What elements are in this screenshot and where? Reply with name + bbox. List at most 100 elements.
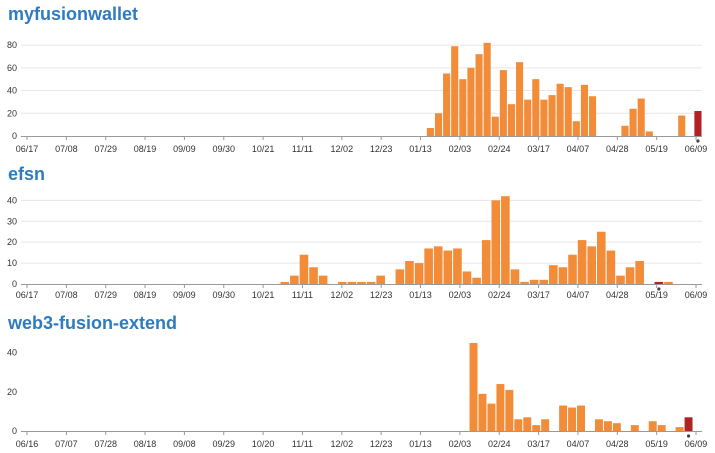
bar — [487, 403, 496, 431]
bar — [426, 128, 434, 136]
bar — [405, 261, 414, 284]
y-tick-label: 20 — [7, 387, 17, 397]
x-tick-label: 01/13 — [409, 144, 432, 154]
bar — [357, 281, 366, 284]
x-tick-label: 06/16 — [16, 439, 39, 449]
bar — [451, 46, 459, 136]
x-tick-label: 05/19 — [645, 290, 668, 300]
chart-panel-1: efsn 0 10 20 30 40 06/17 07/08 07/29 08/19 09/09 0… — [0, 164, 715, 304]
x-tick-label: 02/24 — [488, 290, 511, 300]
bar — [603, 421, 612, 431]
y-tick-label: 40 — [7, 86, 17, 96]
bar — [453, 248, 462, 284]
x-tick-label: 02/24 — [488, 439, 511, 449]
x-tick-label: 11/11 — [292, 439, 313, 449]
bar — [539, 279, 549, 284]
x-tick-label: 04/28 — [606, 290, 629, 300]
bar — [684, 417, 693, 431]
x-tick-label: 03/17 — [527, 439, 550, 449]
bar — [491, 200, 501, 284]
bar — [472, 277, 481, 284]
chart-panel-0: myfusionwallet 0 20 40 60 80 06/17 07/08 07/29 0… — [0, 4, 715, 156]
y-tick-label: 0 — [12, 131, 17, 141]
x-tick-label: 01/13 — [409, 439, 432, 449]
chart-panel-2: web3-fusion-extend 0 20 40 06/16 07/07 07/28 0… — [0, 313, 715, 453]
bar — [587, 246, 596, 284]
chart-title-0[interactable]: myfusionwallet — [8, 4, 139, 24]
x-tick-label: 04/28 — [606, 439, 629, 449]
bar — [338, 281, 347, 284]
y-tick-label: 30 — [7, 216, 17, 226]
bar — [524, 99, 532, 136]
bar — [434, 113, 443, 136]
x-tick-label: 10/21 — [252, 144, 275, 154]
bar — [496, 384, 505, 431]
bar — [664, 281, 673, 284]
bar — [635, 261, 644, 284]
bar — [548, 95, 556, 136]
bar — [347, 281, 357, 284]
y-tick-label: 80 — [7, 40, 17, 50]
bar — [280, 281, 290, 284]
bar — [475, 54, 483, 136]
bar — [594, 419, 603, 431]
x-tick-label: 08/19 — [134, 290, 157, 300]
bar — [376, 275, 385, 284]
x-tick-label: 12/02 — [331, 290, 354, 300]
bar — [556, 83, 564, 136]
x-tick-label: 01/13 — [409, 290, 432, 300]
bar-chart-0: 0 20 40 60 80 06/17 07/08 07/29 08/19 09/09 09/30 1… — [7, 40, 708, 154]
chart-title-1[interactable]: efsn — [8, 164, 46, 184]
bar-chart-2: 0 20 40 06/16 07/07 07/28 08/18 09/08 09/29 10/20… — [7, 342, 707, 449]
x-tick-label: 07/28 — [94, 439, 117, 449]
bar — [559, 405, 568, 431]
current-period-marker — [696, 139, 700, 143]
chart-title-2[interactable]: web3-fusion-extend — [8, 313, 178, 333]
x-tick-label: 11/11 — [292, 144, 313, 154]
bar — [616, 275, 625, 284]
x-tick-label: 06/09 — [685, 144, 708, 154]
bar — [443, 73, 451, 136]
bar — [433, 246, 443, 284]
current-period-marker — [686, 434, 691, 438]
bar — [577, 405, 586, 431]
bar — [568, 407, 577, 431]
bar — [478, 393, 487, 431]
bar-chart-1: 0 10 20 30 40 06/17 07/08 07/29 08/19 09/09 09/30 1… — [7, 195, 707, 300]
bar — [414, 263, 424, 284]
bar — [596, 231, 606, 284]
bar — [564, 87, 572, 136]
bar — [694, 111, 702, 136]
bar — [499, 70, 507, 136]
bar — [523, 417, 532, 431]
bar — [629, 108, 637, 136]
bar — [529, 279, 539, 284]
x-tick-label: 07/07 — [55, 439, 78, 449]
bar — [299, 254, 309, 284]
bar — [549, 265, 558, 284]
x-tick-label: 07/29 — [94, 290, 117, 300]
bar — [558, 267, 568, 284]
bar — [366, 281, 376, 284]
bar — [309, 267, 318, 284]
bar — [657, 425, 666, 431]
bar — [491, 116, 499, 136]
x-tick-label: 12/23 — [370, 290, 393, 300]
x-tick-label: 09/08 — [173, 439, 196, 449]
bar — [318, 275, 328, 284]
x-tick-label: 09/30 — [212, 144, 235, 154]
x-tick-label: 02/03 — [449, 439, 472, 449]
x-tick-label: 08/18 — [134, 439, 157, 449]
x-tick-label: 11/11 — [292, 290, 313, 300]
current-period-marker — [657, 287, 661, 291]
x-tick-label: 10/20 — [252, 439, 275, 449]
x-tick-label: 09/09 — [173, 290, 196, 300]
y-tick-label: 40 — [7, 195, 17, 205]
y-tick-label: 0 — [12, 426, 17, 436]
bar — [532, 79, 540, 136]
x-tick-label: 12/02 — [331, 439, 354, 449]
bar — [572, 121, 580, 136]
bar — [540, 99, 548, 136]
x-tick-label: 04/07 — [567, 290, 590, 300]
x-tick-label: 09/30 — [212, 290, 235, 300]
